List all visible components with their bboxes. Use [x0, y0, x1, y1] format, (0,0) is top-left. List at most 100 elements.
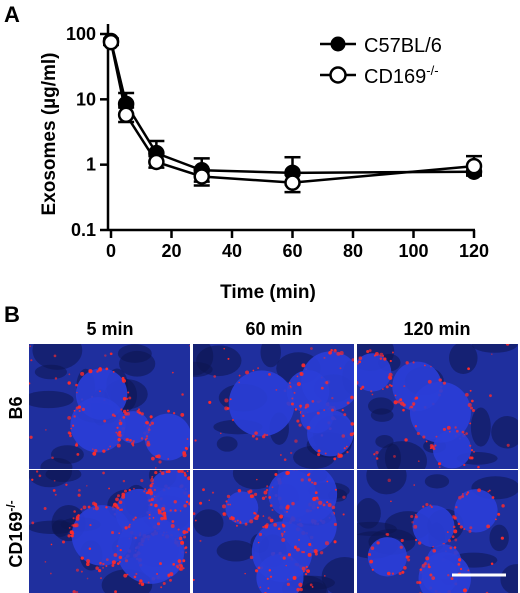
signal-dot [286, 511, 288, 513]
signal-dot [314, 552, 318, 556]
signal-dot [135, 572, 138, 576]
signal-dot [122, 415, 126, 419]
signal-dot [263, 490, 268, 495]
signal-dot [449, 546, 453, 550]
signal-dot [35, 470, 39, 473]
signal-dot [286, 471, 290, 475]
signal-dot [268, 372, 271, 376]
signal-dot [296, 419, 300, 423]
signal-dot [450, 577, 454, 581]
signal-dot [491, 496, 495, 499]
signal-dot [430, 505, 433, 509]
signal-dot [257, 367, 259, 369]
signal-dot [369, 559, 374, 564]
signal-dot [399, 398, 403, 402]
signal-dot [273, 523, 278, 527]
signal-dot [180, 413, 185, 417]
signal-dot [341, 434, 346, 438]
signal-dot [346, 451, 349, 454]
follicle [454, 489, 498, 533]
signal-dot [325, 381, 329, 385]
signal-dot [454, 426, 457, 429]
signal-dot [54, 377, 58, 380]
signal-dot [76, 391, 78, 394]
signal-dot [416, 431, 420, 436]
signal-dot [497, 512, 501, 516]
signal-dot [367, 552, 372, 557]
signal-dot [184, 546, 188, 549]
follicle [225, 491, 259, 525]
signal-dot [229, 503, 232, 506]
micrograph-texture [470, 407, 491, 447]
signal-dot [262, 525, 265, 528]
signal-dot [412, 403, 415, 406]
signal-dot [193, 512, 196, 516]
signal-dot [132, 440, 135, 443]
signal-dot [388, 372, 393, 377]
signal-dot [266, 434, 269, 437]
follicle [412, 505, 455, 548]
signal-dot [139, 579, 143, 583]
signal-dot [432, 548, 437, 553]
signal-dot [324, 541, 330, 546]
signal-dot [189, 500, 190, 503]
signal-dot [115, 497, 119, 502]
signal-dot [299, 587, 303, 592]
signal-dot [263, 433, 267, 437]
signal-dot [244, 572, 246, 575]
signal-dot [140, 582, 145, 587]
y-tick-label: 100 [66, 24, 96, 44]
signal-dot [172, 412, 176, 415]
signal-dot [160, 516, 164, 521]
signal-dot [285, 564, 287, 567]
signal-dot [177, 528, 180, 531]
signal-dot [379, 357, 383, 360]
signal-dot [407, 558, 411, 562]
signal-dot [114, 590, 118, 593]
signal-dot [194, 519, 197, 522]
signal-dot [283, 531, 286, 533]
signal-dot [187, 476, 190, 481]
signal-dot [385, 533, 388, 536]
signal-dot [434, 444, 437, 447]
follicle [116, 516, 185, 584]
signal-dot [170, 524, 175, 528]
signal-dot [234, 520, 237, 523]
signal-dot [86, 485, 88, 487]
signal-dot [182, 530, 187, 534]
signal-dot [121, 378, 127, 383]
signal-dot [160, 512, 164, 515]
signal-dot [254, 569, 258, 573]
signal-dot [343, 413, 347, 417]
signal-dot [38, 474, 42, 478]
signal-dot [357, 380, 359, 385]
signal-dot [257, 566, 261, 570]
signal-dot [145, 421, 149, 425]
signal-dot [149, 415, 153, 419]
signal-dot [222, 512, 227, 517]
micrograph-texture [34, 364, 68, 380]
signal-dot [389, 359, 392, 363]
micrograph-texture [384, 443, 401, 469]
x-tick-label: 0 [106, 241, 116, 261]
signal-dot [117, 437, 121, 442]
signal-dot [457, 522, 461, 526]
signal-dot [123, 573, 128, 578]
signal-dot [359, 387, 363, 391]
signal-dot [331, 408, 334, 412]
signal-dot [312, 496, 317, 502]
signal-dot [459, 525, 463, 529]
micrograph-r1-c1 [193, 470, 354, 593]
signal-dot [458, 495, 462, 500]
signal-dot [271, 508, 274, 512]
signal-dot [180, 563, 183, 567]
signal-dot [92, 507, 95, 510]
signal-dot [134, 516, 137, 519]
micrograph-texture [500, 564, 518, 593]
signal-dot [302, 414, 305, 418]
signal-dot [121, 492, 126, 497]
signal-dot [279, 453, 282, 456]
signal-dot [151, 482, 154, 485]
signal-dot [501, 504, 505, 508]
